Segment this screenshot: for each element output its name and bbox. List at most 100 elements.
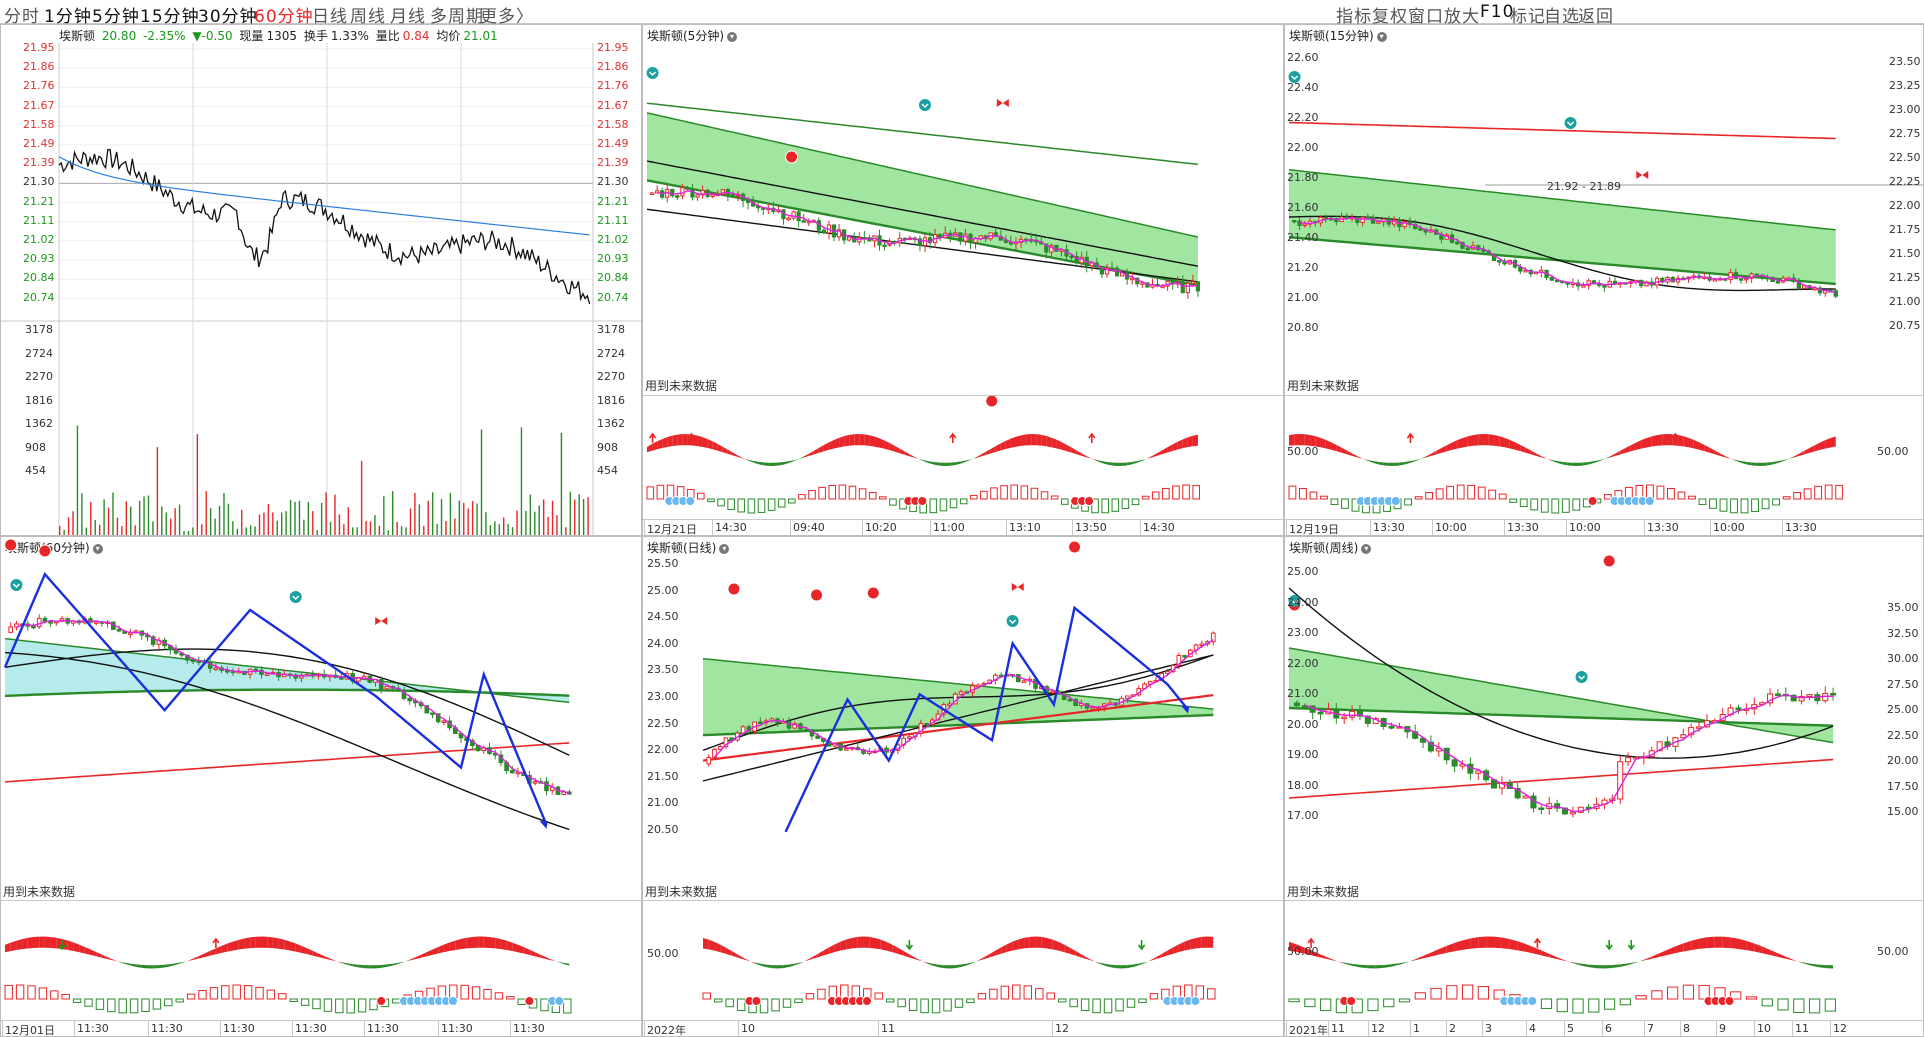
indicator-histogram-bar: [198, 990, 207, 1000]
indicator-ribbon-segment: [421, 952, 427, 958]
period-tab-monthly[interactable]: 月线: [390, 7, 426, 27]
indicator-ribbon-segment: [794, 962, 801, 966]
chevron-down-icon[interactable]: ▾: [92, 543, 103, 554]
kline-panel-60min[interactable]: 埃斯顿(60分钟)▾ 用到未来数据 12月01日11:3011:3011:301…: [0, 536, 642, 1037]
indicator-histogram-bar: [980, 490, 988, 500]
indicator-ribbon-segment: [1407, 959, 1416, 963]
price-tick: 23.00: [1287, 626, 1319, 639]
indicator-histogram-bar: [943, 998, 952, 1012]
date-tick-label: 10:00: [1569, 521, 1601, 534]
indicator-ribbon-segment: [392, 962, 399, 966]
indicator-ribbon-segment: [364, 965, 370, 969]
signal-bubble-icon: [1587, 496, 1598, 506]
candle-body: [1074, 255, 1079, 264]
date-tick-label: 14:30: [715, 521, 747, 534]
chevron-down-icon[interactable]: ▾: [719, 543, 730, 554]
period-tab-60min[interactable]: 60分钟: [254, 7, 314, 27]
tool-watchlist[interactable]: 自选: [1544, 7, 1580, 27]
period-tab-weekly[interactable]: 周线: [350, 7, 386, 27]
price-tick: 21.95: [23, 41, 55, 54]
period-tab-multi[interactable]: 多周期: [430, 7, 484, 27]
chevron-down-icon[interactable]: ▾: [1361, 543, 1372, 554]
indicator-ribbon-segment: [1486, 936, 1495, 948]
candle-body: [1044, 243, 1049, 253]
candle-body: [1210, 632, 1216, 643]
indicator-histogram-bar: [805, 993, 815, 1000]
tool-adjust[interactable]: 复权: [1372, 7, 1408, 27]
date-tick-label: 12: [1055, 1022, 1069, 1035]
indicator-ribbon-segment: [828, 439, 835, 450]
signal-bubble-icon: [376, 996, 387, 1006]
sell-signal-icon: [810, 588, 824, 602]
indicator-histogram-bar: [1498, 493, 1507, 500]
indicator-ribbon-segment: [10, 940, 17, 952]
candle-body: [14, 623, 19, 628]
chevron-down-icon[interactable]: ▾: [727, 31, 737, 42]
pct-tick: 21.76: [597, 79, 629, 93]
indicator-ribbon-segment: [1793, 959, 1802, 963]
volume-tick: 2724: [25, 346, 53, 360]
long-ma-line: [646, 102, 1198, 166]
volume-bar: [440, 499, 443, 535]
volume-bar: [147, 495, 150, 535]
price-tick-right: 20.75: [1889, 319, 1921, 332]
indicator-ribbon-segment: [375, 964, 382, 969]
volume-bar: [76, 425, 79, 535]
arrow-up-icon: [1307, 937, 1315, 948]
kline-panel-weekly[interactable]: 埃斯顿(周线) ▾ 用到未来数据 50.00 50.00 2021年 11 12 1 2 3…: [1284, 536, 1924, 1037]
tool-f10[interactable]: F10: [1480, 2, 1515, 22]
indicator-ribbon-segment: [1312, 950, 1321, 958]
timeshare-panel[interactable]: 埃斯顿 20.80 -2.35% ▼-0.50 现量 1305 换手 1.33% 量…: [0, 24, 642, 536]
price-tick: 25.00: [647, 583, 679, 597]
indicator-ribbon-segment: [965, 459, 971, 463]
tool-mark[interactable]: 标记: [1510, 7, 1546, 27]
tool-indicator[interactable]: 指标: [1336, 7, 1372, 27]
indicator-ribbon-segment: [869, 435, 875, 447]
band-lower-line: [702, 713, 1214, 737]
indicator-ribbon-segment: [1525, 447, 1531, 455]
tool-back[interactable]: 返回: [1578, 7, 1614, 27]
date-tick-label: 11: [1795, 1022, 1809, 1035]
indicator-ribbon-segment: [1699, 937, 1707, 949]
indicator-ribbon-segment: [1430, 450, 1437, 457]
period-tab-5min[interactable]: 5分钟: [92, 7, 140, 27]
volume-bar: [396, 521, 398, 535]
period-tab-timeshare[interactable]: 分时: [4, 7, 40, 27]
indicator-ribbon-segment: [529, 949, 536, 957]
indicator-histogram-bar: [1057, 998, 1067, 1003]
indicator-histogram-bar: [1126, 998, 1136, 1008]
tool-zoom[interactable]: 放大: [1444, 7, 1480, 27]
indicator-ribbon-segment: [210, 948, 216, 956]
indicator-ribbon-segment: [1005, 438, 1011, 449]
pct-tick: 21.67: [597, 98, 629, 112]
indicator-histogram-bar: [517, 998, 526, 1005]
date-gridline: [738, 1021, 739, 1036]
period-tab-more[interactable]: 更多: [480, 7, 516, 27]
chevron-right-icon: 〉: [516, 7, 534, 27]
indicator-ribbon-segment: [1693, 439, 1700, 450]
tool-window[interactable]: 窗口: [1408, 7, 1444, 27]
indicator-ribbon-segment: [889, 443, 895, 452]
indicator-ribbon-segment: [1098, 962, 1105, 966]
indicator-ribbon-segment: [1446, 942, 1455, 953]
candle-body: [1497, 260, 1502, 263]
period-tab-1min[interactable]: 1分钟: [44, 7, 92, 27]
kline-panel-15min[interactable]: 埃斯顿(15分钟) ▾ 用到未来数据 50.00 50.00 12月19日 13:3…: [1284, 24, 1924, 536]
indicator-histogram-bar: [84, 998, 93, 1007]
butterfly-icon: [996, 99, 1009, 107]
candle-body: [1067, 698, 1073, 702]
chevron-down-icon[interactable]: ▾: [1376, 31, 1387, 42]
period-tab-30min[interactable]: 30分钟: [198, 7, 258, 27]
candle-body: [1317, 711, 1324, 715]
indicator-ribbon-segment: [1709, 447, 1715, 455]
kline-panel-daily[interactable]: 埃斯顿(日线) ▾ 用到未来数据 50.00 2022年 10 11 12 25.50 2…: [642, 536, 1284, 1037]
indicator-ribbon-segment: [748, 960, 755, 964]
period-tab-15min[interactable]: 15分钟: [140, 7, 200, 27]
indicator-ribbon-segment: [1115, 965, 1122, 969]
price-tick-right: 21.00: [1889, 295, 1921, 308]
indicator-ribbon-segment: [455, 939, 461, 950]
indicator-ribbon-segment: [141, 964, 148, 969]
price-tick: 20.84: [23, 271, 55, 285]
kline-panel-5min[interactable]: 埃斯顿(5分钟) ▾ 用到未来数据 12月21日 14:30 09:40 10:20 11…: [642, 24, 1284, 536]
period-tab-daily[interactable]: 日线: [312, 7, 348, 27]
